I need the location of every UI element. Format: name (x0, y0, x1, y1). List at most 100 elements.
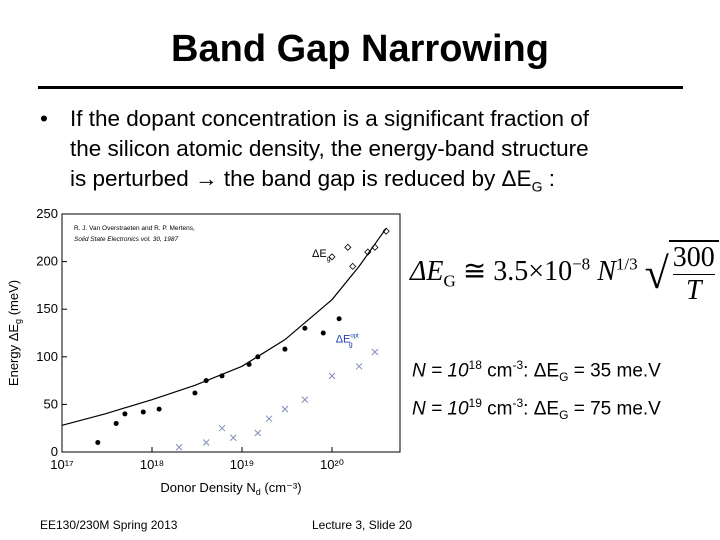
y-tick-label: 100 (36, 349, 58, 364)
data-point (281, 405, 289, 413)
data-point (122, 411, 128, 417)
superscript: opt (350, 334, 359, 340)
y-axis-label: Energy ΔEg (meV) (6, 280, 23, 386)
data-point (265, 415, 273, 423)
superscript: -3 (512, 396, 524, 410)
text: cm (481, 360, 513, 382)
superscript: -3 (512, 358, 524, 372)
text: ΔE (312, 248, 327, 260)
text: (meV) (6, 280, 21, 319)
data-point (246, 361, 252, 367)
data-point (229, 434, 237, 442)
text: = 75 me.V (568, 398, 661, 420)
annotation: ΔEopt g (336, 334, 359, 349)
data-point (320, 330, 326, 336)
data-point (255, 354, 261, 360)
text: ≅ 3.5×10 (462, 255, 573, 287)
reference: Solid State Electronics vol. 30, 1987 (74, 236, 178, 243)
data-point (355, 362, 363, 370)
x-axis-label: Donor Density Nd (cm⁻³) (160, 480, 301, 497)
x-tick-label: 10¹⁷ (50, 457, 74, 472)
data-point (203, 378, 209, 384)
annotation: ΔEg (312, 248, 331, 263)
y-tick-label: 200 (36, 254, 58, 269)
text: N = 10 (412, 398, 469, 420)
data-point (192, 390, 198, 396)
subscript: d (256, 487, 261, 497)
superscript: 19 (468, 396, 482, 410)
data-point (336, 316, 342, 322)
text: Donor Density N (160, 480, 255, 495)
text: (cm⁻³) (261, 480, 302, 495)
text: cm (481, 398, 513, 420)
data-point (371, 243, 379, 251)
data-point (328, 372, 336, 380)
data-point (302, 325, 308, 331)
data-point (371, 348, 379, 356)
bullet: • If the dopant concentration is a signi… (40, 104, 589, 202)
x-tick-label: 10¹⁹ (230, 457, 254, 472)
text: : (542, 166, 555, 191)
y-tick-label: 250 (36, 206, 58, 221)
data-point (364, 248, 372, 256)
bullet-line: If the dopant concentration is a signifi… (70, 106, 590, 131)
data-point (349, 262, 357, 270)
subscript: g (349, 342, 353, 349)
bullet-dot: • (40, 106, 48, 131)
text: : ΔE (523, 360, 560, 382)
y-tick-label: 150 (36, 301, 58, 316)
subscript: G (531, 178, 543, 195)
data-point (301, 396, 309, 403)
data-point (219, 373, 225, 379)
title-rule (38, 86, 683, 89)
bullet-line: the silicon atomic density, the energy-b… (70, 136, 589, 161)
footer-left: EE130/230M Spring 2013 (40, 518, 178, 532)
data-point (382, 227, 390, 235)
superscript: −8 (572, 254, 591, 274)
superscript: 1/3 (615, 254, 638, 274)
note: N = 1018 cm-3: ΔEG = 35 me.V (412, 358, 661, 384)
text: ΔE (336, 334, 351, 346)
footer-center: Lecture 3, Slide 20 (312, 518, 413, 532)
fraction: 300 T (668, 240, 719, 307)
text: N (597, 255, 616, 287)
data-point (202, 439, 210, 446)
subscript: g (13, 319, 23, 324)
text: : ΔE (523, 398, 560, 420)
subscript: G (559, 408, 569, 423)
y-tick-label: 50 (44, 396, 58, 411)
plot-frame (61, 213, 401, 453)
x-tick-label: 10¹⁸ (140, 457, 164, 472)
text: N = 10 (412, 360, 469, 382)
data-point (254, 429, 262, 437)
data-point (218, 424, 226, 432)
x-tick-label: 10²⁰ (320, 457, 344, 472)
note: N = 1019 cm-3: ΔEG = 75 me.V (412, 396, 661, 422)
data-point (95, 439, 101, 445)
data-point (282, 346, 288, 352)
fit-curve (61, 227, 387, 426)
slide-title: Band Gap Narrowing (171, 28, 549, 70)
y-tick-label: 0 (51, 444, 58, 459)
denominator: T (685, 275, 702, 306)
data-point (140, 409, 146, 415)
text: = 35 me.V (568, 360, 661, 382)
data-point (156, 406, 162, 412)
subscript: g (327, 256, 331, 263)
chart: 0 50 100 150 200 250 10¹⁷ 10¹⁸ 10¹⁹ 10²⁰ Donor Den… (6, 206, 401, 497)
data-point (175, 443, 183, 451)
data-point (328, 253, 336, 261)
superscript: 18 (468, 358, 482, 372)
reference: R. J. Van Overstraeten and R. P. Mertens… (74, 225, 195, 232)
text: Energy ΔE (6, 324, 21, 386)
bullet-line: is perturbed → the band gap is reduced b… (40, 164, 589, 202)
subscript: G (443, 271, 456, 291)
numerator: 300 (672, 242, 715, 275)
text: ΔE (410, 255, 444, 287)
data-point (344, 243, 352, 251)
subscript: G (559, 370, 569, 385)
data-point (113, 420, 119, 426)
text: is perturbed → the band gap is reduced b… (70, 166, 532, 191)
formula: ΔEG ≅ 3.5×10−8 N1/3 √ 300 T (410, 240, 719, 307)
